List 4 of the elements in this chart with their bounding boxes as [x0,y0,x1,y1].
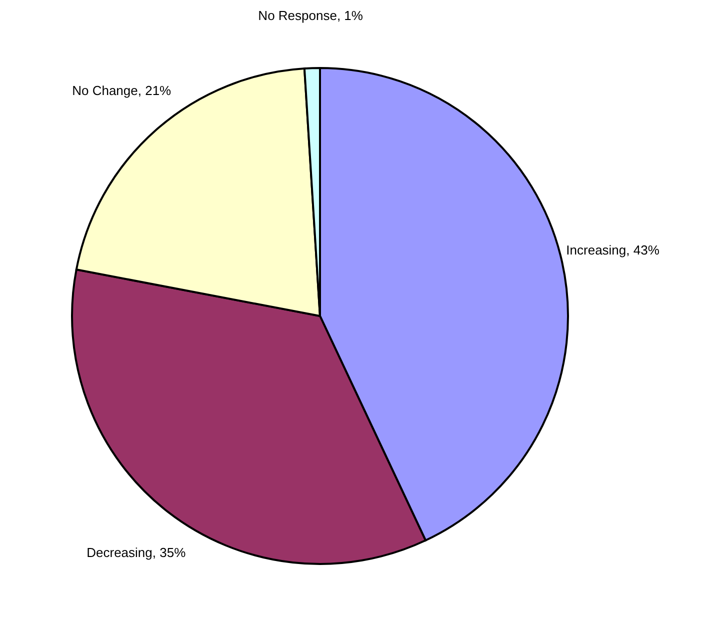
slice-label: Increasing, 43% [566,242,660,258]
slice-label: Decreasing, 35% [86,545,186,560]
slice-label: No Response, 1% [258,8,364,24]
slice-label: No Change, 21% [72,82,172,98]
